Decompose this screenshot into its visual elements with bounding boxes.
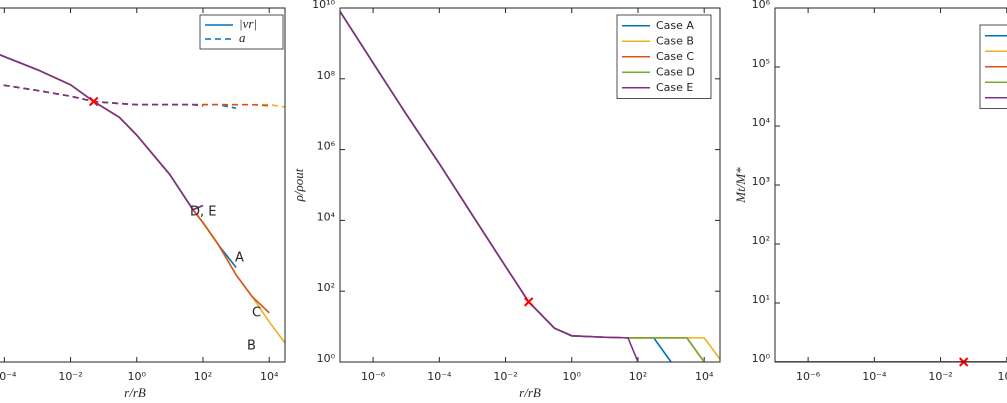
annotation: C <box>252 306 261 321</box>
y-tick-label: 10⁰ <box>752 352 771 365</box>
legend-label: Case C <box>656 50 694 63</box>
legend-label: a <box>239 30 246 45</box>
x-axis-label: r/rB <box>519 385 541 400</box>
plot-area <box>0 8 285 362</box>
series-line <box>0 54 204 211</box>
plot-frame <box>339 7 721 363</box>
y-tick-label: 10⁵ <box>752 57 770 70</box>
legend-box <box>199 14 284 50</box>
x-tick-label: 10² <box>629 370 647 383</box>
x-tick-label: 10⁰ <box>998 370 1007 383</box>
panel: 10⁻⁶ 10⁻⁴ 10⁻² 10⁰ 10⁰ 10¹ 10² 10³ 10⁴ 10⁵ 10⁶ Mt/M… <box>733 0 1007 383</box>
x-tick-label: 10⁻⁶ <box>361 370 386 383</box>
x-tick-label: 10⁴ <box>695 370 714 383</box>
plot-area <box>775 8 1007 362</box>
y-tick-label: 10¹ <box>752 293 770 306</box>
plot-frame <box>774 7 1007 363</box>
x-tick-label: 10⁻⁴ <box>0 370 17 383</box>
x-tick-label: 10² <box>194 370 212 383</box>
x-tick-label: 10⁻⁶ <box>796 370 821 383</box>
x-tick-label: 10⁻⁴ <box>862 370 887 383</box>
legend: Case A Case B Case C Case D Case E <box>616 14 712 99</box>
y-tick-label: 10² <box>317 281 335 294</box>
series-line <box>0 83 204 107</box>
y-tick-label: 10⁴ <box>752 116 771 129</box>
marker <box>88 96 99 107</box>
legend <box>979 24 1007 109</box>
y-axis-label: Mt/M* <box>733 167 748 204</box>
legend-label: |vr| <box>239 16 257 31</box>
series-line <box>0 83 270 107</box>
legend-label: Case B <box>656 34 694 47</box>
x-tick-label: 10⁻² <box>58 370 82 383</box>
legend-label: Case D <box>656 65 695 78</box>
legend: |vr|a <box>199 14 284 50</box>
plot-frame <box>0 7 286 363</box>
x-axis-label: r/rB <box>124 385 146 400</box>
annotation: B <box>247 339 256 354</box>
y-axis-label: ρ/ρout <box>291 168 306 202</box>
y-tick-label: 10¹⁰ <box>312 0 335 11</box>
y-tick-label: 10² <box>752 234 770 247</box>
y-tick-label: 10⁸ <box>317 69 336 82</box>
annotation: D, E <box>190 205 217 220</box>
x-tick-label: 10⁻² <box>928 370 952 383</box>
series-line <box>340 10 639 362</box>
y-tick-label: 10⁰ <box>317 352 336 365</box>
x-tick-label: 10⁻⁴ <box>427 370 452 383</box>
panel: 10⁻⁶ 10⁻⁴ 10⁻² 10⁰ 10² 10⁴ 10⁰ 10² 10⁴ 10⁶ 10⁸ 10¹⁰… <box>291 0 721 400</box>
x-tick-label: 10⁰ <box>128 370 147 383</box>
annotation: A <box>235 251 244 266</box>
legend-label: Case E <box>656 81 693 94</box>
lines <box>0 54 285 344</box>
y-tick-label: 10⁶ <box>752 0 771 11</box>
panel: 10⁻⁴ 10⁻² 10⁰ 10² 10⁴ r/rB |vr|a D, E A C B <box>0 7 286 400</box>
y-tick-label: 10³ <box>752 175 770 188</box>
y-tick-label: 10⁴ <box>317 210 336 223</box>
x-tick-label: 10⁰ <box>563 370 582 383</box>
x-tick-label: 10⁻² <box>493 370 517 383</box>
x-tick-label: 10⁴ <box>260 370 279 383</box>
legend-label: Case A <box>656 19 694 32</box>
marker <box>523 297 534 307</box>
y-tick-label: 10⁶ <box>317 140 336 153</box>
lines <box>340 10 720 362</box>
